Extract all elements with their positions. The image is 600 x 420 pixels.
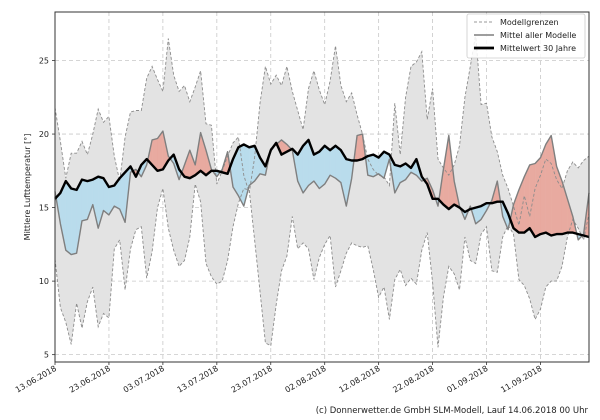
plot-frame (54, 11, 590, 363)
x-axis-ticks: 13.06.2018 23.06.2018 03.07.2018 13.07.2018… (14, 362, 543, 395)
colder-area (302, 139, 309, 194)
y-tick-label: 20 (39, 130, 49, 139)
colder-area (71, 188, 77, 255)
colder-area (249, 145, 255, 186)
y-axis-label: Mittlere Lufttemperatur [°] (23, 134, 32, 241)
x-tick-label: 01.09.2018 (445, 364, 489, 395)
footer-credit: (c) Donnerwetter.de GmbH SLM-Modell, Lau… (315, 406, 588, 416)
warmer-area (540, 144, 546, 235)
x-tick-label: 02.08.2018 (284, 364, 328, 395)
legend-label-model-mean: Mittel aller Modelle (500, 31, 576, 40)
series-lines (54, 34, 590, 348)
legend-box (466, 13, 586, 59)
x-tick-label: 23.07.2018 (230, 364, 274, 395)
warmer-area (545, 134, 552, 236)
warmer-area (534, 157, 541, 238)
climate-mean-line (54, 138, 590, 239)
x-tick-label: 12.08.2018 (337, 364, 381, 395)
model-limits-band (55, 34, 589, 348)
y-tick-label: 10 (39, 277, 49, 286)
x-tick-label: 22.08.2018 (391, 364, 435, 395)
x-tick-label: 13.06.2018 (14, 364, 58, 395)
x-tick-label: 23.06.2018 (68, 364, 112, 395)
y-axis-ticks: 5 10 15 20 25 (39, 57, 55, 360)
colder-area (81, 179, 88, 221)
y-tick-label: 25 (39, 57, 49, 66)
model-limit-upper-line (54, 34, 590, 226)
y-tick-label: 15 (39, 204, 49, 213)
model-limits-fill (55, 34, 589, 348)
x-tick-label: 13.07.2018 (176, 364, 220, 395)
legend-label-model-limits: Modellgrenzen (500, 18, 559, 27)
legend: Modellgrenzen Mittel aller Modelle Mitte… (466, 13, 586, 59)
colder-area (367, 154, 374, 177)
legend-label-climate-mean: Mittelwert 30 Jahre (500, 44, 576, 53)
colder-area (65, 180, 72, 255)
model-limit-lower-line (54, 183, 590, 348)
x-tick-label: 11.09.2018 (499, 364, 543, 395)
model-mean-line (54, 130, 590, 256)
colder-area (335, 145, 342, 183)
x-tick-label: 03.07.2018 (122, 364, 166, 395)
warmer-area (356, 133, 363, 161)
warmer-area (556, 166, 563, 235)
y-tick-label: 5 (44, 351, 49, 360)
